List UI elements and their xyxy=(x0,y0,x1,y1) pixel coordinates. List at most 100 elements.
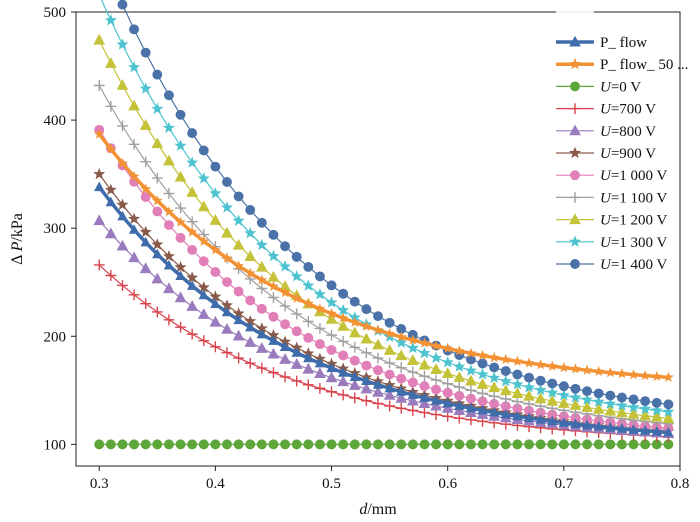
series-point xyxy=(174,261,187,273)
series-point xyxy=(221,252,233,263)
legend-label: U=0 V xyxy=(600,79,641,95)
series-point xyxy=(105,270,117,281)
series-point xyxy=(593,439,604,450)
series-point xyxy=(500,353,512,365)
legend-item: P_ flow_ 50 ... xyxy=(556,57,688,73)
series-point xyxy=(465,384,477,396)
legend-swatch-marker xyxy=(569,213,581,225)
series-point xyxy=(361,304,372,315)
plot-frame xyxy=(75,11,681,467)
series-point xyxy=(326,280,337,291)
series-point xyxy=(129,439,140,450)
series-point xyxy=(442,397,453,408)
series-point xyxy=(94,439,105,450)
series-point xyxy=(163,282,175,294)
series-point xyxy=(117,157,128,168)
series-point xyxy=(117,120,128,132)
series-point xyxy=(268,335,279,345)
series-point xyxy=(477,404,488,415)
legend-swatch-marker xyxy=(569,192,581,203)
series-point xyxy=(198,145,209,156)
series-point xyxy=(384,382,395,393)
series-point xyxy=(349,439,360,450)
series-point xyxy=(430,399,442,411)
series-point xyxy=(255,322,268,334)
series-point xyxy=(116,78,129,90)
series-point xyxy=(592,402,605,414)
series-point xyxy=(453,371,466,382)
series-point xyxy=(221,299,233,311)
legend-item: U=1 100 V xyxy=(556,190,668,206)
series-point xyxy=(255,342,268,353)
series-point xyxy=(651,370,663,382)
series-point xyxy=(233,314,244,325)
legend-item: U=800 V xyxy=(556,124,656,140)
series-point xyxy=(140,183,152,194)
series-11 xyxy=(117,0,674,410)
series-point xyxy=(407,405,419,416)
series-point xyxy=(524,405,534,416)
series-point xyxy=(198,235,210,246)
series-point xyxy=(302,279,315,291)
series-point xyxy=(349,296,360,307)
series-point xyxy=(663,439,674,450)
x-tick-label: 0.8 xyxy=(671,476,690,492)
series-point xyxy=(187,244,198,255)
series-point xyxy=(256,217,267,228)
series-point xyxy=(326,439,337,450)
series-point xyxy=(383,388,396,400)
legend-label: U=800 V xyxy=(600,124,656,140)
series-point xyxy=(175,270,186,280)
series-point xyxy=(627,401,640,413)
series-point xyxy=(222,177,232,187)
series-point xyxy=(232,214,245,226)
series-point xyxy=(245,295,256,306)
series-point xyxy=(465,402,477,413)
series-point xyxy=(407,377,418,388)
series-point xyxy=(384,328,395,339)
series-point xyxy=(256,362,268,374)
legend-item: U=1 000 V xyxy=(556,168,668,184)
series-point xyxy=(512,355,523,366)
series-point xyxy=(512,410,523,421)
series-point xyxy=(373,439,383,450)
series-point xyxy=(430,363,442,374)
x-tick-label: 0.7 xyxy=(554,476,573,492)
series-point xyxy=(152,248,163,259)
series-point xyxy=(465,439,476,450)
series-point xyxy=(616,392,627,403)
series-point xyxy=(325,296,338,308)
series-point xyxy=(407,439,418,450)
series-point xyxy=(628,424,639,434)
series-point xyxy=(117,439,128,450)
y-axis-title: Δ P/kPa xyxy=(9,213,26,265)
series-point xyxy=(500,408,511,419)
series-point xyxy=(291,375,303,387)
series-point xyxy=(477,388,488,399)
series-point xyxy=(210,439,221,450)
series-point xyxy=(465,347,477,358)
series-point xyxy=(186,280,198,290)
series-point xyxy=(558,381,569,392)
series-point xyxy=(349,341,361,353)
series-point xyxy=(163,259,175,270)
series-point xyxy=(662,412,675,423)
series-point xyxy=(616,368,628,379)
series-point xyxy=(186,156,199,168)
series-point xyxy=(267,329,280,341)
series-point xyxy=(511,387,524,398)
series-point xyxy=(582,414,593,425)
series-point xyxy=(325,371,338,383)
series-point xyxy=(151,238,164,250)
series-point xyxy=(93,259,105,271)
series-point xyxy=(570,418,581,429)
series-point xyxy=(291,347,302,357)
series-point xyxy=(523,381,535,393)
series-point xyxy=(255,238,268,251)
series-point xyxy=(558,411,569,422)
series-point xyxy=(512,403,523,414)
series-point xyxy=(605,390,616,401)
legend-swatch-marker xyxy=(569,35,581,47)
series-point xyxy=(442,411,454,422)
series-point xyxy=(267,270,280,282)
